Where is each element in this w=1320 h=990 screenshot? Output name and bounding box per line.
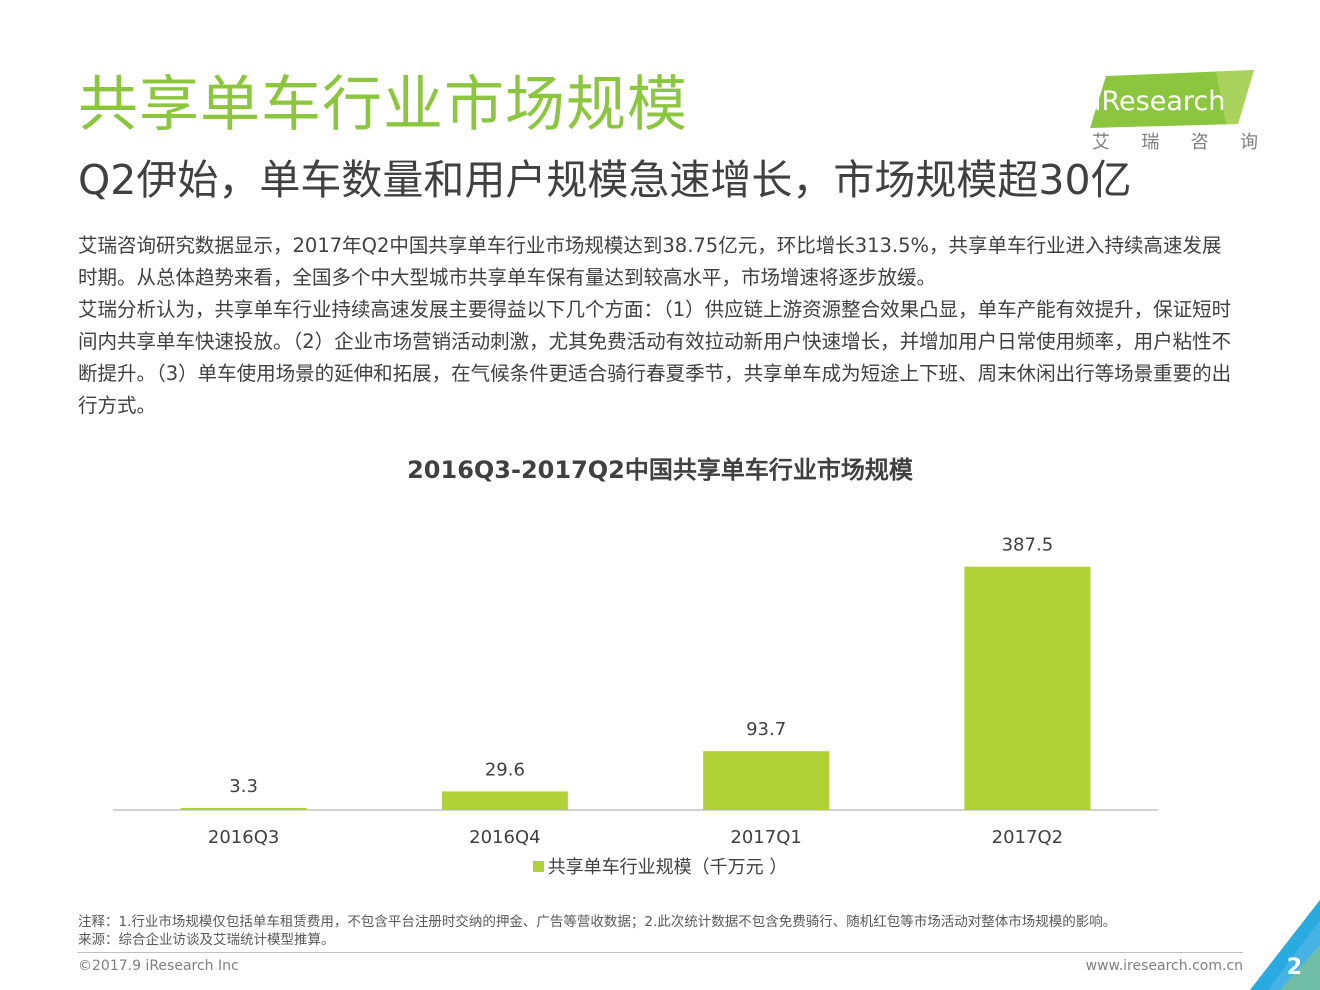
x-tick-label-2016Q3: 2016Q3 — [208, 827, 279, 848]
footnotes: 注释：1.行业市场规模仅包括单车租赁费用，不包含平台注册时交纳的押金、广告等营收… — [78, 913, 1258, 949]
chart-title: 2016Q3-2017Q2中国共享单车行业市场规模 — [407, 456, 913, 484]
data-label-2017Q2: 387.5 — [1002, 535, 1054, 556]
logo-cn-char: 艾 — [1092, 132, 1110, 153]
bar-2016Q3 — [180, 807, 307, 810]
footer-divider — [78, 952, 1243, 953]
legend-swatch — [532, 860, 544, 872]
data-label-2016Q4: 29.6 — [485, 759, 525, 780]
page-subtitle: Q2伊始，单车数量和用户规模急速增长，市场规模超30亿 — [78, 156, 1132, 204]
logo-brand-text: iResearch — [1094, 86, 1225, 117]
footnote-note: 注释：1.行业市场规模仅包括单车租赁费用，不包含平台注册时交纳的押金、广告等营收… — [78, 914, 1117, 930]
bar-2016Q4 — [441, 791, 568, 810]
bar-2017Q1 — [703, 751, 830, 810]
chart-legend: 共享单车行业规模（千万元 ） — [0, 853, 1320, 879]
x-tick-label-2017Q2: 2017Q2 — [992, 827, 1063, 848]
logo-cn-text: 艾 瑞 咨 询 — [1092, 128, 1258, 154]
bar-chart: 3.3 2016Q3 29.6 2016Q4 93.7 2017Q1 387.5 2017Q2 — [113, 535, 1158, 848]
page-title: 共享单车行业市场规模 — [78, 70, 688, 140]
body-paragraph: 艾瑞咨询研究数据显示，2017年Q2中国共享单车行业市场规模达到38.75亿元，… — [78, 234, 1222, 289]
x-tick-label-2016Q4: 2016Q4 — [469, 827, 540, 848]
footnote-source: 来源：综合企业访谈及艾瑞统计模型推算。 — [78, 932, 335, 948]
x-tick-label-2017Q1: 2017Q1 — [730, 827, 801, 848]
corner-decoration — [1250, 900, 1320, 990]
body-paragraph: 艾瑞分析认为，共享单车行业持续高速发展主要得益以下几个方面：（1）供应链上游资源… — [78, 298, 1232, 417]
data-label-2016Q3: 3.3 — [229, 776, 258, 797]
logo-cn-char: 询 — [1239, 132, 1258, 153]
website-link[interactable]: www.iresearch.com.cn — [1085, 958, 1243, 974]
body-text: 艾瑞咨询研究数据显示，2017年Q2中国共享单车行业市场规模达到38.75亿元，… — [78, 230, 1240, 422]
bar-2017Q2 — [964, 566, 1091, 810]
data-label-2017Q1: 93.7 — [746, 719, 786, 740]
page-number: 2 — [1286, 955, 1302, 980]
copyright: ©2017.9 iResearch Inc — [78, 958, 239, 974]
legend-label: 共享单车行业规模（千万元 ） — [547, 857, 788, 878]
iresearch-logo: iResearch — [1090, 70, 1254, 128]
logo-cn-char: 咨 — [1190, 132, 1209, 153]
logo-cn-char: 瑞 — [1141, 132, 1160, 153]
